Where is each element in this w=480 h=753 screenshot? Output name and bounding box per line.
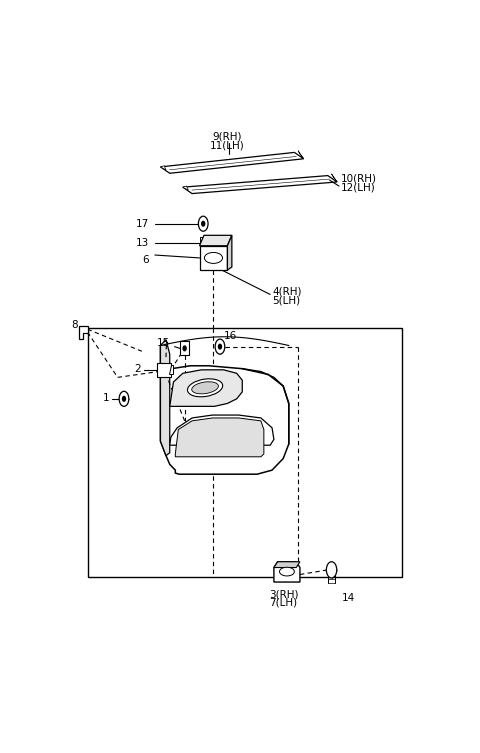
Polygon shape bbox=[160, 152, 304, 173]
Bar bbox=[180, 341, 190, 355]
Polygon shape bbox=[298, 151, 304, 159]
Polygon shape bbox=[183, 186, 188, 190]
Polygon shape bbox=[200, 245, 228, 270]
Text: 15: 15 bbox=[156, 337, 170, 348]
Polygon shape bbox=[175, 418, 264, 457]
Text: 14: 14 bbox=[342, 593, 355, 602]
Text: 7(LH): 7(LH) bbox=[269, 598, 298, 608]
Circle shape bbox=[122, 397, 125, 401]
Polygon shape bbox=[228, 235, 232, 270]
Polygon shape bbox=[170, 415, 274, 445]
Polygon shape bbox=[170, 370, 242, 407]
Text: 6: 6 bbox=[143, 255, 149, 264]
Circle shape bbox=[183, 346, 186, 351]
Text: 4(RH): 4(RH) bbox=[272, 287, 301, 297]
Text: 13: 13 bbox=[136, 238, 149, 248]
Text: 1: 1 bbox=[103, 392, 109, 403]
Polygon shape bbox=[274, 562, 300, 568]
Polygon shape bbox=[332, 174, 337, 182]
Text: 17: 17 bbox=[136, 218, 149, 229]
Text: 16: 16 bbox=[224, 331, 237, 341]
Text: 10(RH): 10(RH) bbox=[341, 173, 377, 184]
Ellipse shape bbox=[192, 382, 218, 394]
Bar bbox=[88, 328, 402, 578]
Polygon shape bbox=[160, 340, 170, 456]
Bar bbox=[157, 363, 171, 376]
Text: 2: 2 bbox=[134, 364, 141, 373]
Text: 8: 8 bbox=[71, 319, 78, 330]
Text: 5(LH): 5(LH) bbox=[272, 295, 300, 305]
Circle shape bbox=[218, 344, 221, 349]
Bar bbox=[200, 237, 206, 248]
Circle shape bbox=[215, 339, 225, 354]
Polygon shape bbox=[160, 166, 166, 169]
Polygon shape bbox=[160, 346, 289, 474]
Polygon shape bbox=[200, 235, 232, 245]
Polygon shape bbox=[169, 365, 173, 374]
Text: 9(RH): 9(RH) bbox=[213, 132, 242, 142]
Circle shape bbox=[202, 221, 204, 226]
Ellipse shape bbox=[188, 379, 223, 397]
Text: 3(RH): 3(RH) bbox=[269, 590, 299, 600]
Text: 12(LH): 12(LH) bbox=[341, 182, 376, 192]
Circle shape bbox=[119, 392, 129, 407]
Ellipse shape bbox=[279, 567, 294, 576]
Text: 11(LH): 11(LH) bbox=[210, 141, 245, 151]
Circle shape bbox=[326, 562, 337, 578]
Polygon shape bbox=[274, 562, 300, 582]
Polygon shape bbox=[79, 326, 87, 339]
Ellipse shape bbox=[204, 252, 223, 264]
Circle shape bbox=[198, 216, 208, 231]
Polygon shape bbox=[183, 175, 337, 194]
